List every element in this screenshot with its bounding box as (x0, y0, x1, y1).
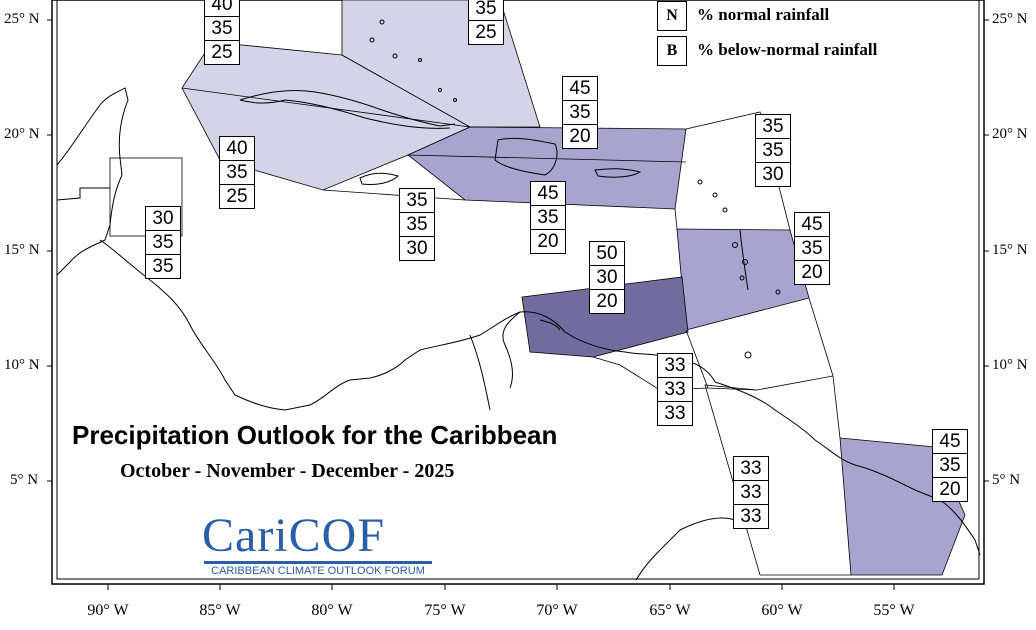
prob-box-central-sea: 35 35 30 (399, 188, 435, 261)
lat-label-left: 5° N (10, 472, 39, 488)
prob-normal: 33 (658, 378, 692, 402)
prob-box-hispaniola-upper: 45 35 20 (562, 76, 598, 149)
caricof-logo: CariCOF (202, 509, 386, 562)
prob-normal: 35 (469, 0, 503, 21)
zone-abc-islands (521, 276, 689, 358)
prob-above: 40 (220, 137, 254, 161)
lon-label: 70° W (536, 602, 578, 619)
map-subtitle: October - November - December - 2025 (120, 460, 455, 482)
prob-above: 33 (734, 457, 768, 481)
prob-normal: 35 (531, 206, 565, 230)
prob-box-belize: 30 35 35 (145, 206, 181, 279)
lon-label: 85° W (199, 602, 241, 619)
prob-normal: 35 (146, 231, 180, 255)
lat-label-left: 25° N (4, 11, 40, 27)
prob-below: 20 (596, 291, 618, 312)
prob-below: 25 (475, 22, 497, 43)
prob-above: 45 (531, 182, 565, 206)
lon-label: 65° W (649, 602, 691, 619)
prob-box-bahamas-east: 35 25 (468, 0, 504, 45)
zone-hispaniola-pr (407, 126, 687, 210)
prob-above: 30 (146, 207, 180, 231)
map-inner-frame (56, 0, 980, 580)
prob-above: 33 (658, 354, 692, 378)
prob-normal: 35 (756, 139, 790, 163)
prob-normal: 35 (795, 237, 829, 261)
prob-box-hispaniola-lower: 45 35 20 (530, 181, 566, 254)
prob-normal: 35 (563, 101, 597, 125)
prob-above: 45 (563, 77, 597, 101)
lon-label: 90° W (87, 602, 129, 619)
prob-below: 33 (740, 506, 762, 527)
prob-box-guyana: 33 33 33 (733, 456, 769, 529)
prob-below: 33 (664, 403, 686, 424)
prob-box-cuba: 40 35 25 (219, 136, 255, 209)
prob-above: 45 (795, 213, 829, 237)
prob-normal: 33 (734, 481, 768, 505)
prob-below: 25 (211, 42, 233, 63)
prob-normal: 35 (220, 161, 254, 185)
logo-divider (204, 561, 432, 564)
prob-box-bahamas-north: 40 35 25 (204, 0, 240, 65)
prob-above: 35 (756, 115, 790, 139)
prob-above: 45 (933, 430, 967, 454)
prob-below: 20 (569, 126, 591, 147)
prob-below: 30 (406, 238, 428, 259)
lon-label: 80° W (311, 602, 353, 619)
lat-label-left: 10° N (4, 357, 40, 373)
prob-above: 50 (590, 242, 624, 266)
lon-label: 60° W (761, 602, 803, 619)
prob-below: 25 (226, 186, 248, 207)
map-title: Precipitation Outlook for the Caribbean (72, 420, 558, 450)
prob-above: 40 (205, 0, 239, 17)
prob-box-windwards: 45 35 20 (794, 212, 830, 285)
lat-label-right: 25° N (992, 11, 1028, 27)
prob-below: 20 (939, 479, 961, 500)
lat-label-right: 20° N (992, 126, 1028, 142)
legend-normal-label: % normal rainfall (697, 5, 830, 24)
prob-above: 35 (400, 189, 434, 213)
lon-label: 75° W (424, 602, 466, 619)
lat-label-right: 15° N (992, 242, 1028, 258)
lon-label: 55° W (873, 602, 915, 619)
prob-normal: 35 (400, 213, 434, 237)
lat-label-left: 15° N (4, 242, 40, 258)
lat-label-left: 20° N (4, 126, 40, 142)
caricof-tagline: CARIBBEAN CLIMATE OUTLOOK FORUM (211, 565, 425, 577)
prob-box-trinidad: 33 33 33 (657, 353, 693, 426)
prob-below: 35 (152, 256, 174, 277)
legend-below-box: B (657, 36, 687, 66)
prob-normal: 30 (590, 266, 624, 290)
map-frame (51, 0, 985, 585)
legend-normal-box: N (657, 1, 687, 31)
ticks (47, 19, 989, 590)
prob-normal: 35 (933, 454, 967, 478)
prob-box-suriname-guiana: 45 35 20 (932, 429, 968, 502)
prob-box-northern-leewards: 35 35 30 (755, 114, 791, 187)
prob-box-abc-islands: 50 30 20 (589, 241, 625, 314)
lat-label-right: 10° N (992, 357, 1028, 373)
prob-below: 20 (801, 262, 823, 283)
legend-below-label: % below-normal rainfall (697, 40, 878, 59)
lat-label-right: 5° N (992, 472, 1021, 488)
prob-below: 30 (762, 164, 784, 185)
prob-below: 20 (537, 231, 559, 252)
prob-normal: 35 (205, 17, 239, 41)
